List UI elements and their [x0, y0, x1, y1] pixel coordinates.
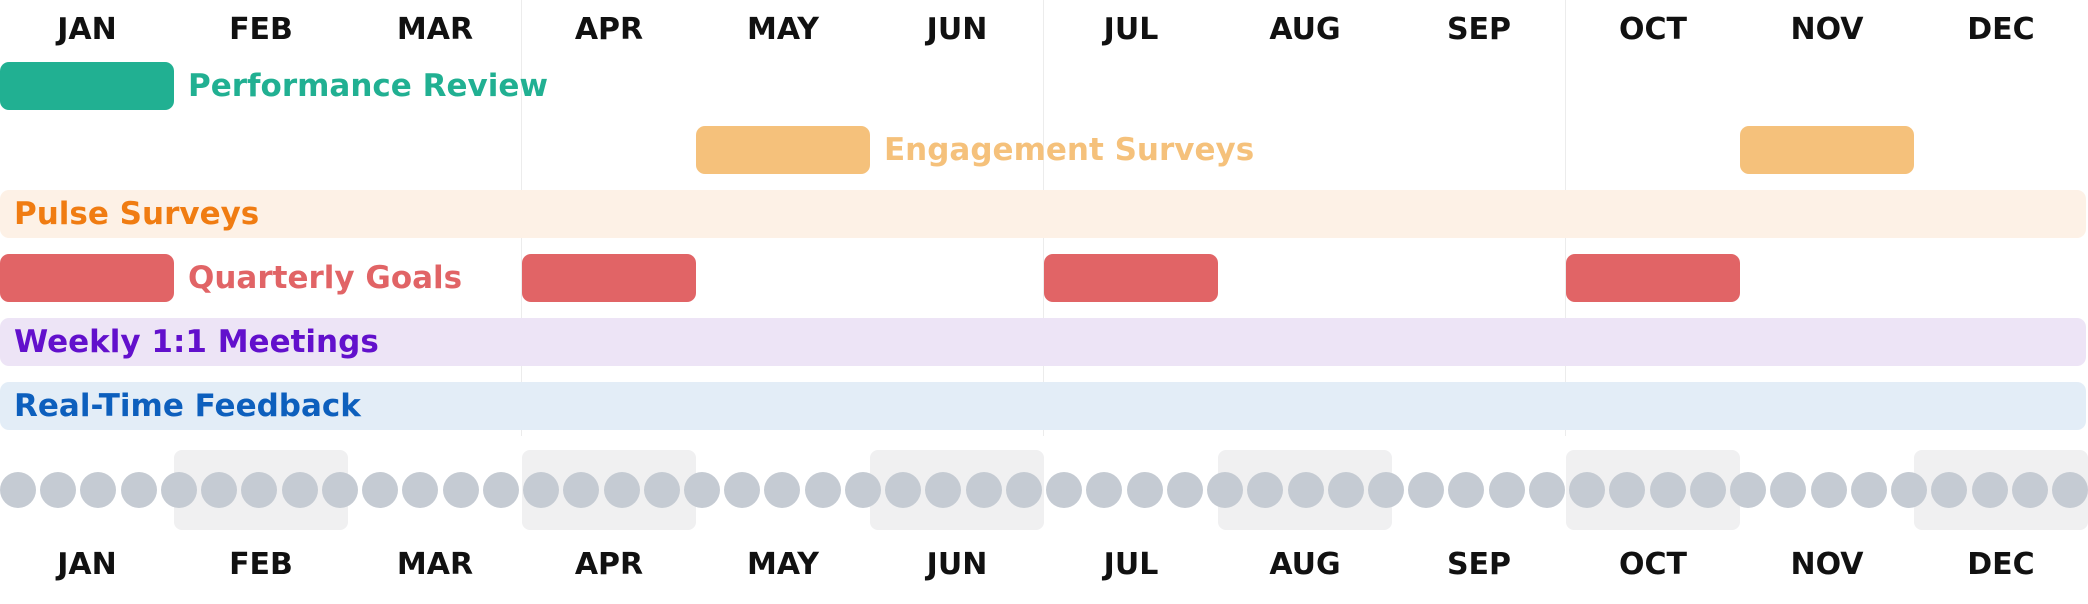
week-dot: [321, 472, 358, 508]
week-dot: [2052, 472, 2088, 508]
week-dot: [1569, 472, 1606, 508]
engagement-surveys-bar: [696, 126, 870, 174]
month-label-top-jul: JUL: [1103, 12, 1159, 47]
month-label-top-feb: FEB: [229, 12, 293, 47]
week-dot: [965, 472, 1002, 508]
week-dot: [804, 472, 841, 508]
week-dot: [925, 472, 962, 508]
month-label-bottom-apr: APR: [574, 547, 644, 582]
quarterly-goals-bar: [0, 254, 174, 302]
week-dot: [1408, 472, 1445, 508]
quarterly-goals-bar: [1566, 254, 1740, 302]
month-label-bottom-aug: AUG: [1269, 547, 1341, 582]
week-dot: [1528, 472, 1565, 508]
week-dot: [1126, 472, 1163, 508]
week-dot: [684, 472, 720, 508]
week-dot: [1207, 472, 1244, 508]
week-dot: [362, 472, 399, 508]
real-time-feedback-bar: [0, 382, 2086, 430]
week-dot: [764, 472, 801, 508]
week-dot: [1046, 472, 1083, 508]
quarterly-goals-bar: [1044, 254, 1218, 302]
performance-review-bar: [0, 62, 174, 110]
week-dot: [1931, 472, 1968, 508]
week-dot: [241, 472, 278, 508]
month-label-bottom-oct: OCT: [1619, 547, 1687, 582]
month-label-bottom-may: MAY: [747, 547, 819, 582]
month-label-top-oct: OCT: [1619, 12, 1687, 47]
week-dot: [80, 472, 117, 508]
week-dot: [442, 472, 479, 508]
month-label-top-may: MAY: [747, 12, 819, 47]
week-dot: [482, 472, 519, 508]
month-label-top-apr: APR: [574, 12, 644, 47]
week-dot: [402, 472, 439, 508]
month-label-bottom-jul: JUL: [1103, 547, 1159, 582]
week-dot: [1971, 472, 2008, 508]
quarterly-goals-bar: [522, 254, 696, 302]
weekly-1-1-meetings-bar: [0, 318, 2086, 366]
week-dot: [1488, 472, 1525, 508]
week-dot: [1730, 472, 1767, 508]
engagement-surveys-bar: [1740, 126, 1914, 174]
pulse-surveys-label: Pulse Surveys: [14, 196, 260, 232]
month-label-top-nov: NOV: [1790, 12, 1864, 47]
month-label-bottom-nov: NOV: [1790, 547, 1864, 582]
week-dot: [603, 472, 640, 508]
week-dot: [281, 472, 318, 508]
week-dot: [1770, 472, 1807, 508]
week-dot: [1086, 472, 1123, 508]
week-dot: [40, 472, 77, 508]
week-dot: [885, 472, 922, 508]
week-dot: [1448, 472, 1485, 508]
month-label-bottom-jan: JAN: [57, 547, 117, 582]
week-dot: [1287, 472, 1324, 508]
month-label-top-aug: AUG: [1269, 12, 1341, 47]
pulse-surveys-bar: [0, 190, 2086, 238]
quarterly-goals-label: Quarterly Goals: [188, 260, 463, 296]
week-dot: [643, 472, 680, 508]
week-dot: [1689, 472, 1726, 508]
week-dot: [160, 472, 197, 508]
week-dot: [2011, 472, 2048, 508]
week-dot: [1609, 472, 1646, 508]
week-dot: [1649, 472, 1686, 508]
weekly-1-1-meetings-label: Weekly 1:1 Meetings: [14, 324, 379, 360]
month-label-top-sep: SEP: [1446, 12, 1512, 47]
week-dot: [724, 472, 761, 508]
week-dot: [1327, 472, 1364, 508]
week-dot: [201, 472, 238, 508]
month-label-top-jun: JUN: [926, 12, 988, 47]
week-dot: [1850, 472, 1887, 508]
week-dot: [1368, 472, 1404, 508]
week-dot: [1166, 472, 1203, 508]
real-time-feedback-label: Real-Time Feedback: [14, 388, 361, 424]
month-label-bottom-dec: DEC: [1967, 547, 2035, 582]
week-dot: [1247, 472, 1284, 508]
week-dot: [1005, 472, 1042, 508]
week-dot: [1810, 472, 1847, 508]
month-label-bottom-mar: MAR: [396, 547, 474, 582]
performance-review-label: Performance Review: [188, 68, 548, 104]
month-label-top-dec: DEC: [1967, 12, 2035, 47]
engagement-surveys-label: Engagement Surveys: [884, 132, 1255, 168]
month-label-top-mar: MAR: [396, 12, 474, 47]
week-dot: [563, 472, 600, 508]
month-label-bottom-sep: SEP: [1446, 547, 1512, 582]
week-dot: [1891, 472, 1928, 508]
week-dot: [523, 472, 560, 508]
month-label-bottom-jun: JUN: [926, 547, 988, 582]
month-label-top-jan: JAN: [57, 12, 117, 47]
month-label-bottom-feb: FEB: [229, 547, 293, 582]
week-dot: [844, 472, 881, 508]
week-dot: [120, 472, 157, 508]
week-dot: [0, 472, 36, 508]
